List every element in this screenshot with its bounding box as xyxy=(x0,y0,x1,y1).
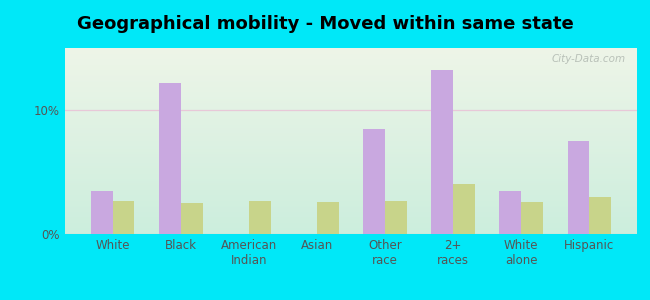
Bar xyxy=(363,129,385,234)
Text: Geographical mobility - Moved within same state: Geographical mobility - Moved within sam… xyxy=(77,15,573,33)
Bar xyxy=(432,70,453,234)
Bar xyxy=(181,203,203,234)
Bar xyxy=(453,184,475,234)
Bar xyxy=(159,83,181,234)
Bar xyxy=(385,200,407,234)
Text: City-Data.com: City-Data.com xyxy=(551,54,625,64)
Bar xyxy=(567,141,590,234)
Bar xyxy=(499,190,521,234)
Bar xyxy=(521,202,543,234)
Bar xyxy=(112,200,135,234)
Bar xyxy=(249,200,270,234)
Bar xyxy=(590,197,611,234)
Bar xyxy=(91,190,112,234)
Bar xyxy=(317,202,339,234)
